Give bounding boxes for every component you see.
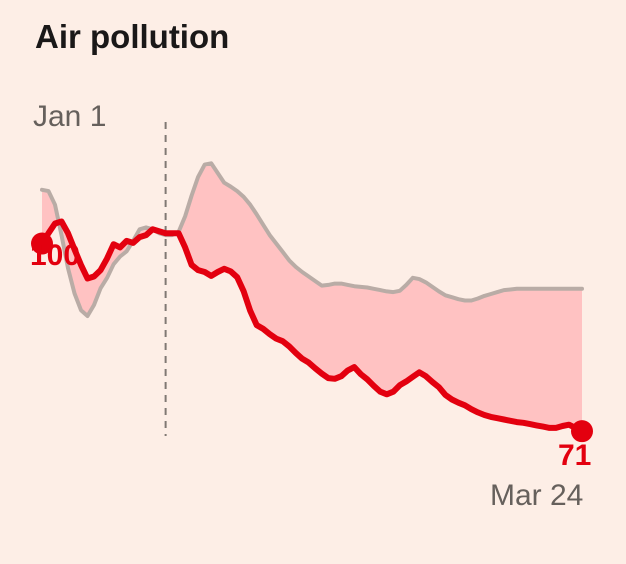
start-value-label: 100 — [30, 239, 80, 272]
current-series-line — [39, 218, 585, 435]
gap-area — [42, 163, 582, 432]
plot-area — [31, 122, 593, 443]
end-point-marker — [571, 420, 593, 443]
chart-title: Air pollution — [35, 18, 229, 55]
start-point-marker — [31, 232, 53, 255]
end-value-label: 71 — [558, 439, 591, 472]
end-date-label: Mar 24 — [490, 479, 583, 512]
start-date-label: Jan 1 — [33, 100, 106, 133]
